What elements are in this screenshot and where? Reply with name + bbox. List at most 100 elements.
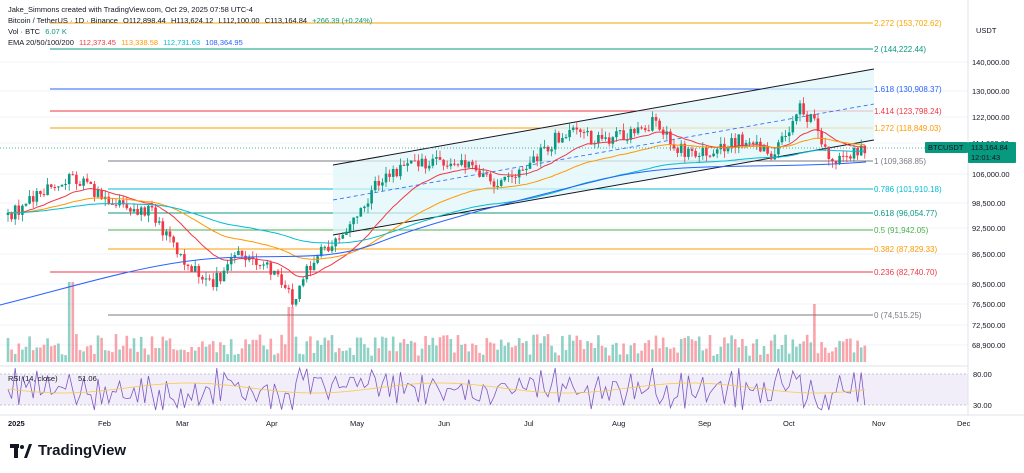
candle-body — [463, 160, 467, 168]
candle-body — [57, 186, 60, 188]
candle-body — [327, 246, 330, 252]
volume-bar — [690, 339, 694, 362]
candle-body — [276, 270, 280, 275]
volume-bar — [579, 339, 582, 362]
candle-body — [132, 208, 136, 212]
candle-body — [769, 153, 773, 160]
time-axis[interactable]: 2025 Feb Mar Apr May Jun Jul Aug Sep Oct Nov Dec — [0, 414, 1024, 428]
candle-body — [179, 254, 183, 256]
volume-bar — [384, 337, 388, 362]
price-tick-label: 80,500.00 — [972, 280, 1005, 289]
volume-bar — [471, 343, 474, 362]
candle-body — [31, 196, 35, 202]
candle-body — [233, 255, 237, 258]
volume-bar — [795, 346, 798, 362]
price-axis[interactable]: USDT140,000.00130,000.00122,000.00114,00… — [0, 0, 1016, 415]
volume-bar — [546, 334, 550, 362]
volume-bar — [791, 339, 795, 362]
candle-body — [337, 238, 341, 240]
candle-body — [492, 181, 496, 187]
volume-bar — [427, 345, 431, 362]
candle-body — [294, 299, 298, 305]
volume-bar — [622, 343, 625, 362]
currency-label: USDT — [976, 26, 997, 35]
candle-body — [615, 131, 618, 138]
tradingview-logo[interactable]: TradingView — [10, 442, 126, 459]
last-price-badge — [968, 142, 1016, 163]
volume-bar — [352, 354, 355, 362]
volume-bar — [593, 347, 597, 362]
volume-bar — [355, 337, 359, 362]
candle-body — [309, 265, 312, 271]
volume-bar — [737, 347, 741, 362]
volume-bar — [345, 350, 348, 362]
volume-bar — [431, 337, 435, 362]
fib-level-label: 0.786 (101,910.18) — [874, 185, 942, 194]
candle-body — [730, 138, 733, 149]
candle-body — [489, 173, 492, 182]
candle-body — [323, 246, 327, 248]
volume-bar — [154, 348, 157, 362]
candle-body — [129, 208, 132, 212]
candle-body — [834, 160, 838, 164]
volume-bar — [496, 349, 499, 362]
candle-body — [564, 137, 568, 139]
candle-body — [845, 156, 849, 158]
ema20-line — [7, 129, 865, 278]
volume-bar — [291, 307, 294, 362]
volume-bar — [319, 344, 323, 362]
volume-bar — [838, 340, 841, 362]
volume-bar — [604, 347, 607, 362]
candle-body — [777, 142, 780, 155]
candle-body — [298, 285, 301, 300]
volume-bar — [283, 344, 287, 362]
rsi-tick-30: 30.00 — [973, 401, 992, 410]
volume-bar — [64, 355, 67, 362]
candle-body — [478, 170, 481, 177]
symbol-line[interactable]: Bitcoin / TetherUS · 1D · Binance O112,8… — [8, 16, 375, 25]
volume-label: Vol · BTC — [8, 27, 41, 36]
volume-bar — [251, 339, 255, 362]
ema200-line — [0, 161, 867, 306]
candle-body — [114, 204, 118, 206]
volume-bar — [96, 335, 100, 362]
ema-line[interactable]: EMA 20/50/100/200 112,373.45 113,338.58 … — [8, 38, 246, 47]
candle-body — [183, 254, 186, 265]
candle-body — [669, 131, 672, 145]
volume-bar — [24, 346, 28, 362]
volume-bar — [521, 342, 525, 362]
candle-body — [262, 264, 265, 266]
price-tick-label: 76,500.00 — [972, 300, 1005, 309]
rsi-tick-80: 80.00 — [973, 370, 992, 379]
volume-bar — [841, 341, 845, 362]
candle-body — [165, 231, 168, 236]
volume-bar — [625, 354, 629, 362]
candle-body — [341, 234, 345, 239]
candle-body — [355, 216, 359, 218]
volume-bar — [204, 346, 208, 362]
volume-bar — [327, 340, 330, 362]
volume-bar — [784, 334, 787, 362]
volume-bar — [478, 352, 481, 362]
volume-bar — [305, 341, 309, 362]
volume-bar — [676, 352, 679, 362]
volume-bar — [643, 343, 647, 362]
volume-bar — [492, 343, 496, 362]
volume-bar — [298, 353, 301, 362]
volume-bar — [816, 353, 820, 362]
volume-bar — [679, 339, 683, 362]
volume-bar — [147, 354, 150, 362]
volume-bar — [424, 336, 427, 362]
candle-body — [604, 137, 607, 139]
candle-body — [780, 136, 784, 143]
candle-body — [510, 175, 514, 177]
volume-bar — [359, 337, 363, 362]
volume-bar — [823, 347, 827, 362]
candle-body — [600, 134, 604, 139]
volume-bar — [762, 346, 766, 362]
candle-body — [409, 160, 413, 164]
candle-body — [665, 131, 669, 135]
volume-bar — [118, 349, 121, 362]
volume-line[interactable]: Vol · BTC 6.07 K — [8, 27, 70, 36]
